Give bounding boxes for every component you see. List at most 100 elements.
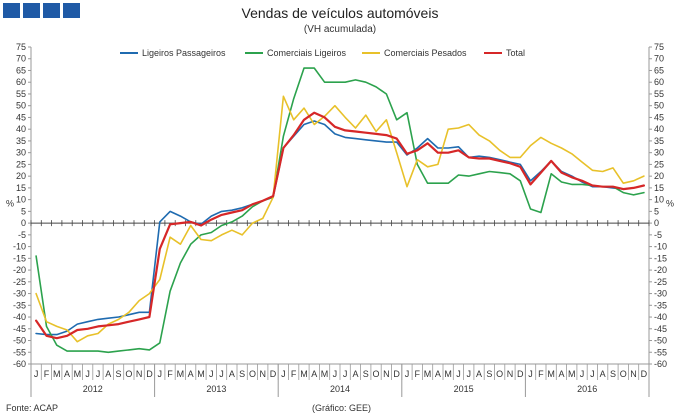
month-label: D — [270, 369, 277, 379]
y-tick-label-right: -20 — [654, 265, 667, 275]
month-label: J — [281, 369, 286, 379]
y-tick-label-right: 60 — [654, 77, 664, 87]
y-tick-label-right: -40 — [654, 312, 667, 322]
month-label: A — [435, 369, 441, 379]
month-label: N — [507, 369, 514, 379]
y-tick-label-left: 65 — [16, 65, 26, 75]
y-tick-label-right: 50 — [654, 101, 664, 111]
year-label: 2016 — [577, 384, 597, 394]
y-tick-label-left: -60 — [13, 359, 26, 369]
logo — [3, 3, 80, 18]
y-tick-label-right: -25 — [654, 277, 667, 287]
legend-label-2: Comerciais Pesados — [384, 48, 467, 58]
month-label: J — [467, 369, 472, 379]
y-tick-label-left: -25 — [13, 277, 26, 287]
month-label: S — [486, 369, 492, 379]
y-tick-label-right: 70 — [654, 54, 664, 64]
month-label: J — [85, 369, 90, 379]
y-tick-label-right: 40 — [654, 124, 664, 134]
series-line-0 — [35, 120, 645, 336]
y-axis-label-left: % — [6, 199, 14, 209]
month-label: J — [456, 369, 461, 379]
month-label: J — [219, 369, 224, 379]
chart-title: Vendas de veículos automóveis — [241, 5, 439, 21]
y-tick-label-right: -50 — [654, 336, 667, 346]
chart-subtitle: (VH acumulada) — [303, 24, 377, 35]
logo-square — [63, 3, 80, 18]
logo-square — [23, 3, 40, 18]
y-tick-label-left: 50 — [16, 101, 26, 111]
month-label: A — [188, 369, 194, 379]
y-tick-label-left: 25 — [16, 159, 26, 169]
y-tick-label-right: 0 — [654, 218, 659, 228]
y-tick-label-left: 10 — [16, 195, 26, 205]
month-label: M — [547, 369, 555, 379]
month-label: D — [641, 369, 648, 379]
month-label: N — [136, 369, 143, 379]
legend-label-3: Total — [506, 48, 525, 58]
month-label: F — [415, 369, 421, 379]
y-tick-label-left: -20 — [13, 265, 26, 275]
y-tick-label-right: -10 — [654, 242, 667, 252]
month-label: O — [125, 369, 132, 379]
month-label: M — [197, 369, 205, 379]
month-label: M — [424, 369, 432, 379]
y-tick-label-left: 30 — [16, 148, 26, 158]
month-label: J — [158, 369, 163, 379]
credit-note: (Gráfico: GEE) — [312, 403, 372, 413]
y-tick-label-left: 60 — [16, 77, 26, 87]
month-label: F — [167, 369, 173, 379]
y-tick-label-left: 70 — [16, 54, 26, 64]
y-tick-label-left: 15 — [16, 183, 26, 193]
y-tick-label-right: 10 — [654, 195, 664, 205]
month-label: M — [568, 369, 576, 379]
month-label: A — [600, 369, 606, 379]
month-label: N — [630, 369, 637, 379]
month-label: F — [291, 369, 297, 379]
y-tick-label-right: -15 — [654, 253, 667, 263]
month-label: D — [146, 369, 153, 379]
y-tick-label-right: -55 — [654, 347, 667, 357]
y-tick-label-left: 55 — [16, 89, 26, 99]
y-tick-label-left: 45 — [16, 112, 26, 122]
month-label: M — [321, 369, 329, 379]
month-label: S — [610, 369, 616, 379]
month-label: N — [383, 369, 390, 379]
month-label: S — [116, 369, 122, 379]
month-label: M — [444, 369, 452, 379]
month-label: M — [300, 369, 308, 379]
y-tick-label-left: -30 — [13, 289, 26, 299]
month-label: J — [333, 369, 338, 379]
month-label: J — [528, 369, 533, 379]
y-tick-label-left: 75 — [16, 42, 26, 52]
y-tick-label-right: 65 — [654, 65, 664, 75]
y-tick-label-left: 0 — [21, 218, 26, 228]
y-tick-label-left: -55 — [13, 347, 26, 357]
y-tick-label-left: 20 — [16, 171, 26, 181]
month-label: J — [96, 369, 101, 379]
legend-label-1: Comerciais Ligeiros — [267, 48, 347, 58]
y-tick-label-right: 45 — [654, 112, 664, 122]
month-label: J — [209, 369, 214, 379]
month-label: F — [538, 369, 544, 379]
month-label: J — [590, 369, 595, 379]
month-label: A — [105, 369, 111, 379]
y-tick-label-right: 35 — [654, 136, 664, 146]
y-tick-label-right: 20 — [654, 171, 664, 181]
series-line-2 — [35, 95, 645, 343]
year-label: 2012 — [83, 384, 103, 394]
y-tick-label-right: -60 — [654, 359, 667, 369]
series-line-3 — [34, 111, 646, 340]
y-tick-label-right: -35 — [654, 300, 667, 310]
month-label: N — [260, 369, 267, 379]
month-label: J — [34, 369, 39, 379]
month-label: F — [44, 369, 50, 379]
legend-label-0: Ligeiros Passageiros — [142, 48, 226, 58]
y-tick-label-right: 5 — [654, 206, 659, 216]
month-label: A — [311, 369, 317, 379]
y-tick-label-right: 55 — [654, 89, 664, 99]
y-tick-label-left: -50 — [13, 336, 26, 346]
month-label: M — [53, 369, 61, 379]
y-tick-label-left: -35 — [13, 300, 26, 310]
year-label: 2013 — [206, 384, 226, 394]
